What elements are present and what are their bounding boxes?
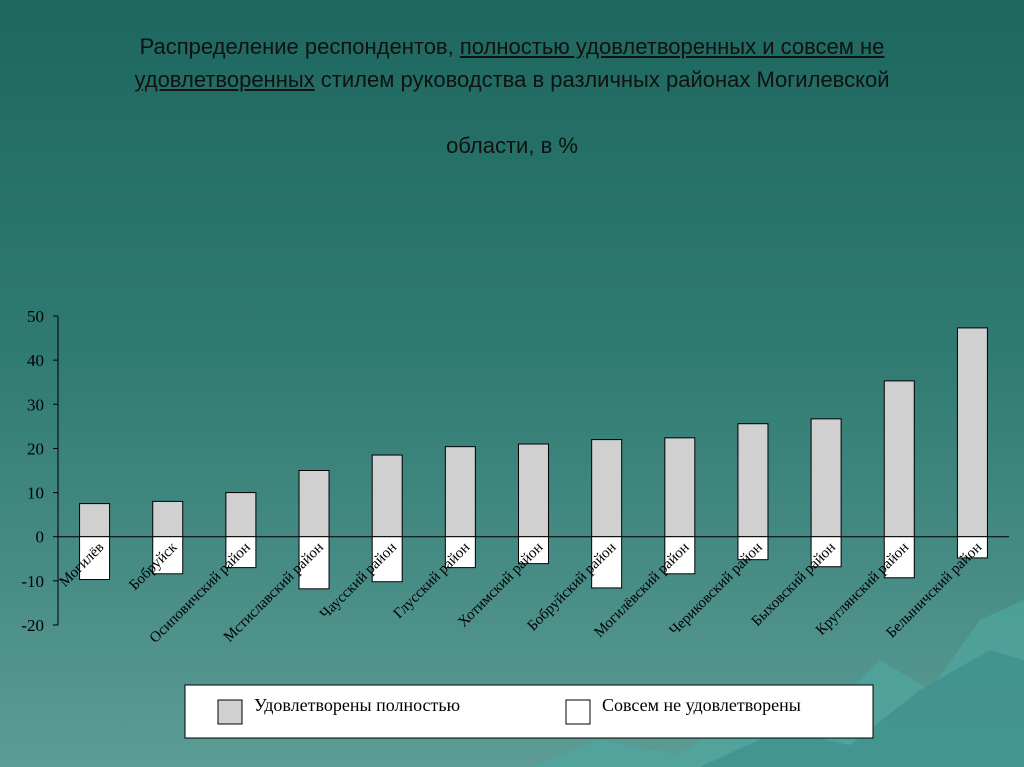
y-tick-label: 40 [27,351,44,370]
bar [79,536,111,581]
bar [956,536,988,559]
legend-label: Удовлетворены полностью [254,695,460,715]
bar [298,536,330,590]
title-part: стилем руководства в различных районах М… [320,67,890,92]
y-tick-label: 50 [27,307,44,326]
chart-title: Распределение респондентов, полностью уд… [60,30,964,162]
title-part: области, в % [446,133,578,158]
bar [152,500,184,538]
bar [810,418,842,538]
bar [810,536,842,568]
y-tick-label: 30 [27,395,44,414]
bar [225,536,257,569]
legend-swatch [565,699,591,725]
bar [956,327,988,538]
bar [737,423,769,538]
legend [184,684,874,739]
bar [591,536,623,589]
legend-label: Совсем не удовлетворены [602,695,801,715]
bar [444,536,476,569]
bar [298,470,330,538]
bar [664,536,696,575]
y-tick-label: -20 [21,616,44,635]
bar [737,536,769,561]
y-tick-label: 10 [27,484,44,503]
legend-swatch [217,699,243,725]
bar [225,492,257,538]
title-part: Распределение респондентов, [139,34,454,59]
y-tick-label: -10 [21,572,44,591]
bar [152,536,184,575]
bar [883,380,915,538]
bar [371,454,403,538]
bar [518,536,549,565]
bar [444,446,476,538]
bar [371,536,403,583]
y-tick-label: 0 [36,528,45,547]
bar [518,443,549,538]
y-tick-label: 20 [27,439,44,458]
x-tick-label: Глусский район [391,540,473,622]
bar [664,437,696,538]
bar [883,536,915,579]
bar [591,439,623,538]
bar [79,503,111,538]
title-part: полностью удовлетворенных и совсем не уд… [134,34,885,92]
